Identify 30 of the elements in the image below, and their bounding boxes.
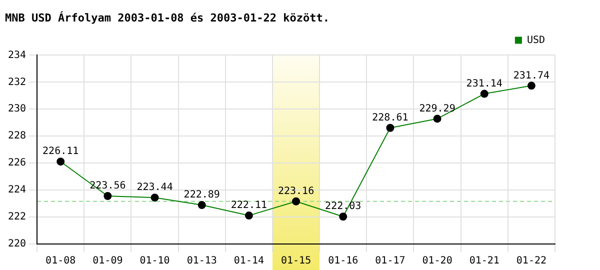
x-tick-label: 01-20 (422, 256, 452, 267)
y-tick-label: 234 (8, 50, 26, 61)
x-tick-label: 01-22 (516, 256, 547, 267)
y-tick-label: 220 (8, 238, 26, 250)
y-tick-label: 224 (8, 184, 26, 196)
x-tick-label: 01-08 (46, 256, 76, 267)
chart-title: MNB USD Árfolyam 2003-01-08 és 2003-01-22 között. (5, 10, 330, 24)
y-tick-label: 230 (8, 104, 26, 115)
x-tick-label: 01-16 (328, 256, 358, 267)
x-tick-label: 01-14 (234, 256, 264, 267)
data-label: 223.44 (136, 182, 173, 194)
data-label: 222.89 (184, 190, 220, 201)
x-tick-label: 01-09 (92, 256, 123, 267)
data-label: 231.74 (513, 70, 550, 82)
y-tick-label: 228 (8, 130, 26, 142)
data-label: 229.29 (419, 103, 456, 114)
y-tick-label: 222 (8, 212, 26, 223)
data-label: 222.11 (230, 200, 268, 212)
x-tick-label: 01-21 (469, 256, 500, 267)
y-tick-label: 232 (8, 76, 26, 88)
data-label: 231.14 (466, 78, 502, 90)
data-label: 223.16 (278, 186, 314, 197)
data-label: 228.61 (372, 112, 408, 124)
x-tick-label: 01-15 (280, 256, 312, 267)
legend-label: USD (526, 34, 545, 46)
y-tick-label: 226 (8, 158, 26, 169)
x-tick-label: 01-17 (375, 256, 406, 267)
x-tick-label: 01-10 (140, 256, 170, 267)
data-label: 226.11 (42, 146, 79, 158)
x-tick-label: 01-13 (186, 256, 217, 267)
